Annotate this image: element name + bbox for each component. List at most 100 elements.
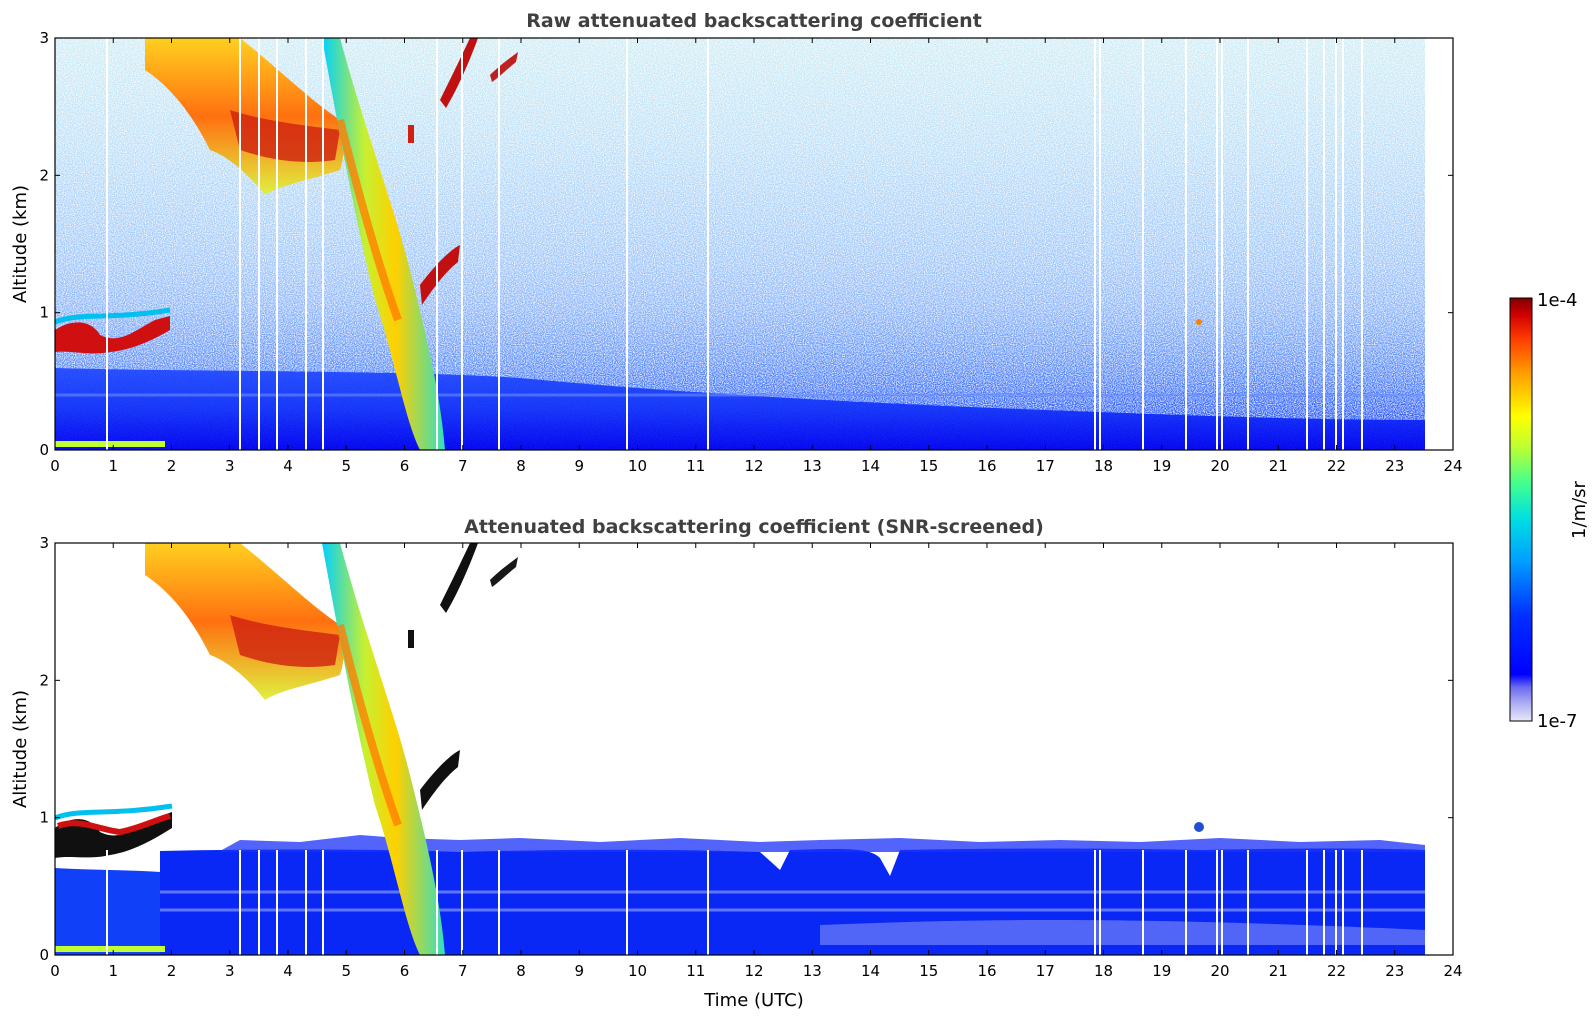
screened-y-tick-label: 0 xyxy=(39,946,49,964)
screened-x-axis: 0 1 2 3 4 5 6 7 8 9 10 11 12 13 14 15 16 17 18 19 20 21 22 23 24 xyxy=(50,543,1463,980)
screened-x-tick-label: 10 xyxy=(628,962,647,980)
raw-boundary-layer xyxy=(55,368,1425,450)
raw-x-tick-label: 11 xyxy=(686,457,705,475)
screened-x-tick-label: 23 xyxy=(1385,962,1404,980)
screened-x-tick-label: 5 xyxy=(341,962,351,980)
colorbar: 1e-4 1e-7 1/m/sr xyxy=(1509,290,1590,732)
screened-panel: Attenuated backscattering coefficient (S… xyxy=(10,516,1463,1011)
screened-cloud-fragment-3 xyxy=(490,557,518,587)
screened-surface-band xyxy=(55,946,165,952)
raw-x-tick-label: 8 xyxy=(516,457,526,475)
raw-cloud-fragment-4 xyxy=(408,125,414,143)
raw-cloud-fragment-2 xyxy=(440,38,478,108)
raw-x-tick-label: 4 xyxy=(283,457,293,475)
colorbar-max-label: 1e-4 xyxy=(1537,290,1577,311)
screened-plume-core xyxy=(336,624,402,827)
raw-descending-plume xyxy=(322,38,445,450)
raw-cloud-fragment-3 xyxy=(490,52,518,82)
raw-x-tick-label: 14 xyxy=(861,457,880,475)
screened-boundary-layer-top-fragments xyxy=(220,835,1425,852)
screened-x-tick-label: 0 xyxy=(50,962,60,980)
screened-cloud-fragment-4 xyxy=(408,630,414,648)
raw-x-tick-label: 21 xyxy=(1269,457,1288,475)
raw-x-tick-label: 23 xyxy=(1385,457,1404,475)
raw-y-axis: 0 1 2 3 xyxy=(39,29,1453,459)
screened-elevated-layer-core xyxy=(230,615,340,667)
screened-panel-title: Attenuated backscattering coefficient (S… xyxy=(464,516,1044,538)
screened-x-tick-label: 17 xyxy=(1036,962,1055,980)
raw-x-tick-label: 15 xyxy=(919,457,938,475)
raw-x-tick-label: 2 xyxy=(167,457,177,475)
screened-x-tick-label: 9 xyxy=(574,962,584,980)
screened-data-gaps xyxy=(106,850,1363,955)
screened-x-tick-label: 24 xyxy=(1443,962,1462,980)
screened-x-tick-label: 7 xyxy=(458,962,468,980)
screened-x-tick-label: 3 xyxy=(225,962,235,980)
screened-x-tick-label: 14 xyxy=(861,962,880,980)
x-axis-label: Time (UTC) xyxy=(703,990,804,1011)
colorbar-unit-label: 1/m/sr xyxy=(1569,480,1590,538)
screened-cloud-speck xyxy=(1194,822,1204,832)
raw-y-tick-label: 0 xyxy=(39,441,49,459)
raw-low-cloud xyxy=(55,316,170,354)
screened-x-tick-label: 8 xyxy=(516,962,526,980)
screened-y-axis: 0 1 2 3 xyxy=(39,534,1453,964)
raw-x-tick-label: 22 xyxy=(1327,457,1346,475)
raw-cloud-fragment-1 xyxy=(420,245,460,305)
raw-surface-band xyxy=(55,441,165,447)
raw-x-tick-label: 20 xyxy=(1210,457,1229,475)
screened-x-tick-label: 11 xyxy=(686,962,705,980)
screened-heatmap xyxy=(55,543,1453,955)
colorbar-min-label: 1e-7 xyxy=(1537,711,1577,732)
raw-x-tick-label: 16 xyxy=(977,457,996,475)
screened-x-tick-label: 4 xyxy=(283,962,293,980)
raw-data-gaps xyxy=(106,38,1363,450)
screened-bl-lower-faint xyxy=(820,920,1425,945)
raw-x-tick-label: 0 xyxy=(50,457,60,475)
raw-x-axis: 0 1 2 3 4 5 6 7 8 9 10 11 12 13 14 15 16 17 18 19 20 21 22 23 24 xyxy=(50,38,1463,475)
raw-x-tick-label: 6 xyxy=(400,457,410,475)
screened-x-tick-label: 21 xyxy=(1269,962,1288,980)
screened-x-tick-label: 22 xyxy=(1327,962,1346,980)
screened-x-tick-label: 19 xyxy=(1152,962,1171,980)
screened-no-data-region xyxy=(1425,543,1453,955)
raw-x-tick-label: 19 xyxy=(1152,457,1171,475)
screened-bl-faint-bands xyxy=(55,890,1425,912)
raw-elevated-layer-core xyxy=(230,110,340,162)
raw-x-tick-label: 10 xyxy=(628,457,647,475)
screened-x-tick-label: 12 xyxy=(744,962,763,980)
raw-x-tick-label: 24 xyxy=(1443,457,1462,475)
screened-y-tick-label: 1 xyxy=(39,809,49,827)
screened-x-tick-label: 2 xyxy=(167,962,177,980)
screened-y-axis-label: Altitude (km) xyxy=(10,690,31,808)
raw-y-tick-label: 3 xyxy=(39,29,49,47)
screened-y-tick-label: 3 xyxy=(39,534,49,552)
screened-x-tick-label: 18 xyxy=(1094,962,1113,980)
screened-cloud-fragment-1 xyxy=(420,750,460,810)
screened-descending-plume xyxy=(322,543,445,955)
raw-x-tick-label: 9 xyxy=(574,457,584,475)
raw-x-tick-label: 18 xyxy=(1094,457,1113,475)
raw-y-tick-label: 2 xyxy=(39,166,49,184)
colorbar-gradient xyxy=(1509,297,1533,722)
raw-heatmap xyxy=(55,38,1453,450)
raw-panel: Raw attenuated backscattering coefficien… xyxy=(10,10,1463,475)
screened-x-tick-label: 20 xyxy=(1210,962,1229,980)
screened-x-tick-label: 1 xyxy=(108,962,118,980)
raw-x-tick-label: 7 xyxy=(458,457,468,475)
raw-low-cloud-edge xyxy=(55,307,171,325)
screened-low-cloud-red xyxy=(56,813,171,836)
raw-x-tick-label: 12 xyxy=(744,457,763,475)
raw-no-data-region xyxy=(1425,38,1453,450)
raw-y-tick-label: 1 xyxy=(39,304,49,322)
screened-low-cloud-edge xyxy=(55,803,173,821)
raw-cloud-speck xyxy=(1196,319,1202,325)
raw-x-tick-label: 1 xyxy=(108,457,118,475)
screened-x-tick-label: 15 xyxy=(919,962,938,980)
raw-plume-core xyxy=(336,119,402,322)
screened-y-tick-label: 2 xyxy=(39,671,49,689)
raw-panel-title: Raw attenuated backscattering coefficien… xyxy=(526,10,982,32)
screened-x-tick-label: 13 xyxy=(803,962,822,980)
raw-y-axis-label: Altitude (km) xyxy=(10,185,31,303)
